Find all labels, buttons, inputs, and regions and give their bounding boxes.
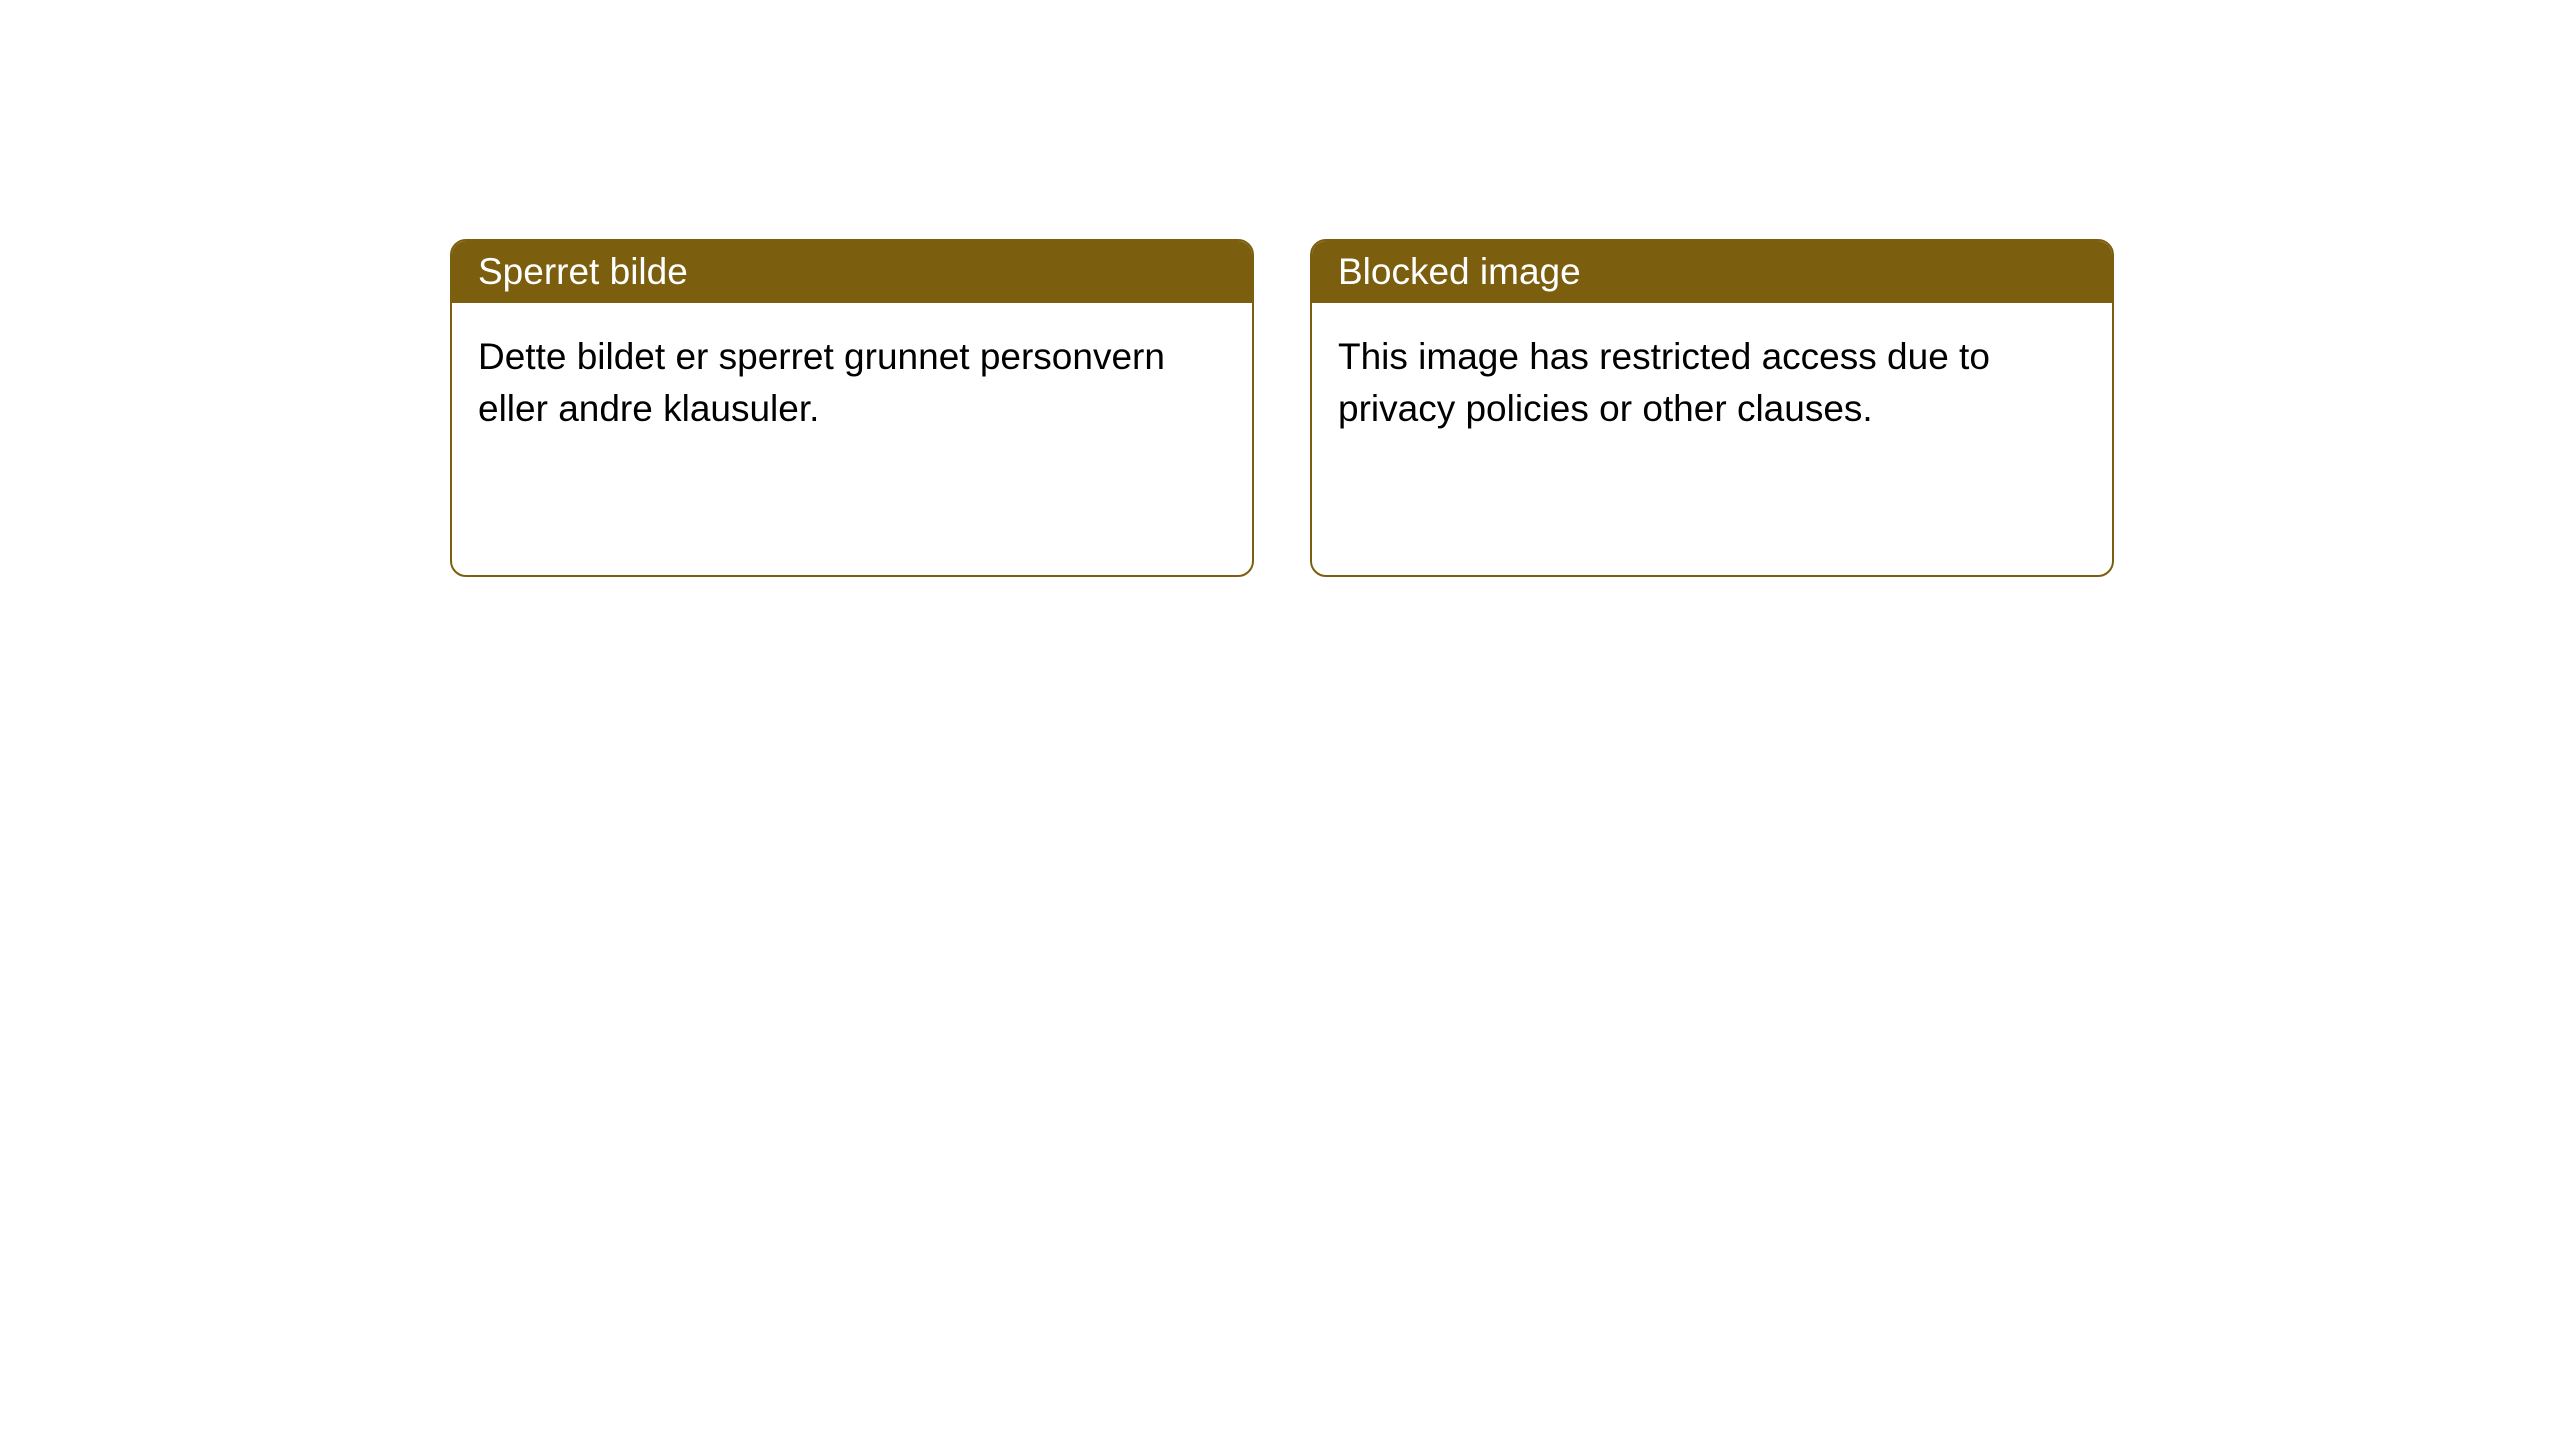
notice-header: Blocked image xyxy=(1312,241,2112,303)
notice-container: Sperret bilde Dette bildet er sperret gr… xyxy=(0,0,2560,577)
notice-text: This image has restricted access due to … xyxy=(1338,336,1990,429)
notice-card-english: Blocked image This image has restricted … xyxy=(1310,239,2114,577)
notice-body: Dette bildet er sperret grunnet personve… xyxy=(452,303,1252,575)
notice-body: This image has restricted access due to … xyxy=(1312,303,2112,575)
notice-card-norwegian: Sperret bilde Dette bildet er sperret gr… xyxy=(450,239,1254,577)
notice-title: Sperret bilde xyxy=(478,251,688,292)
notice-header: Sperret bilde xyxy=(452,241,1252,303)
notice-title: Blocked image xyxy=(1338,251,1581,292)
notice-text: Dette bildet er sperret grunnet personve… xyxy=(478,336,1165,429)
